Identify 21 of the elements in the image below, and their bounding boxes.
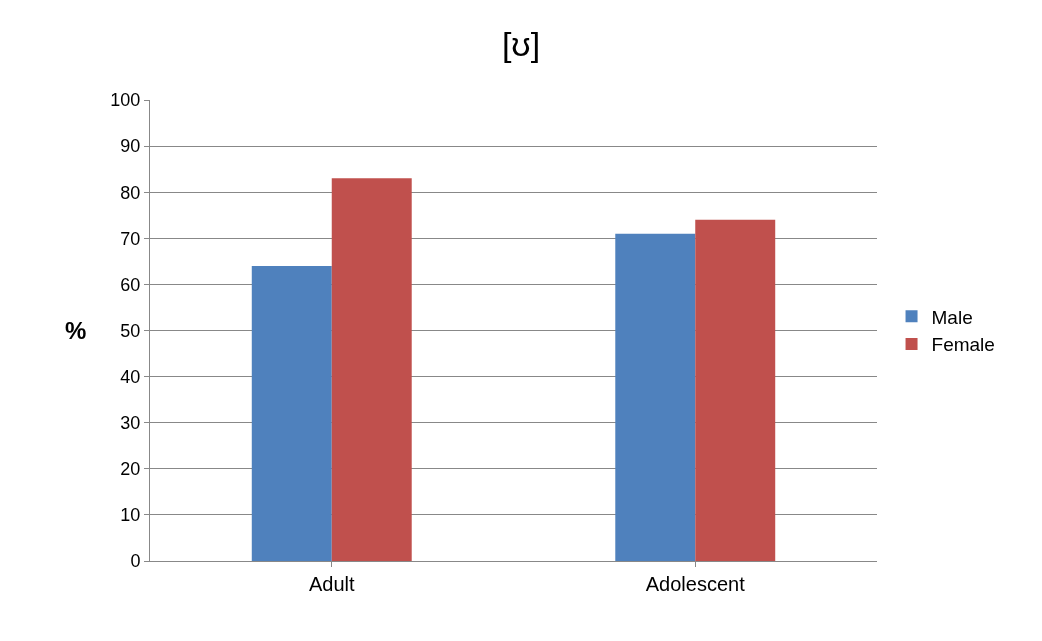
x-tick-label: Adolescent xyxy=(645,573,746,595)
chart-title: [ʊ] xyxy=(501,24,541,63)
y-tick-label: 40 xyxy=(120,366,141,387)
y-tick-label: 0 xyxy=(130,551,141,572)
x-tick-label: Adult xyxy=(308,573,355,595)
y-tick-label: 30 xyxy=(120,413,141,433)
bar xyxy=(251,265,332,561)
y-tick-label: 50 xyxy=(120,320,141,341)
bar xyxy=(615,233,696,561)
bar xyxy=(331,178,412,561)
y-tick-label: 20 xyxy=(120,459,141,480)
y-tick-label: 90 xyxy=(120,136,141,157)
y-tick-label: 100 xyxy=(110,90,141,111)
legend-label: Female xyxy=(931,334,995,356)
bar xyxy=(695,219,776,561)
legend-label: Male xyxy=(931,306,973,328)
y-tick-label: 10 xyxy=(120,505,141,526)
y-tick-label: 70 xyxy=(120,228,141,249)
y-tick-label: 60 xyxy=(120,274,141,295)
y-axis-title: % xyxy=(65,317,87,344)
y-tick-label: 80 xyxy=(120,182,141,203)
